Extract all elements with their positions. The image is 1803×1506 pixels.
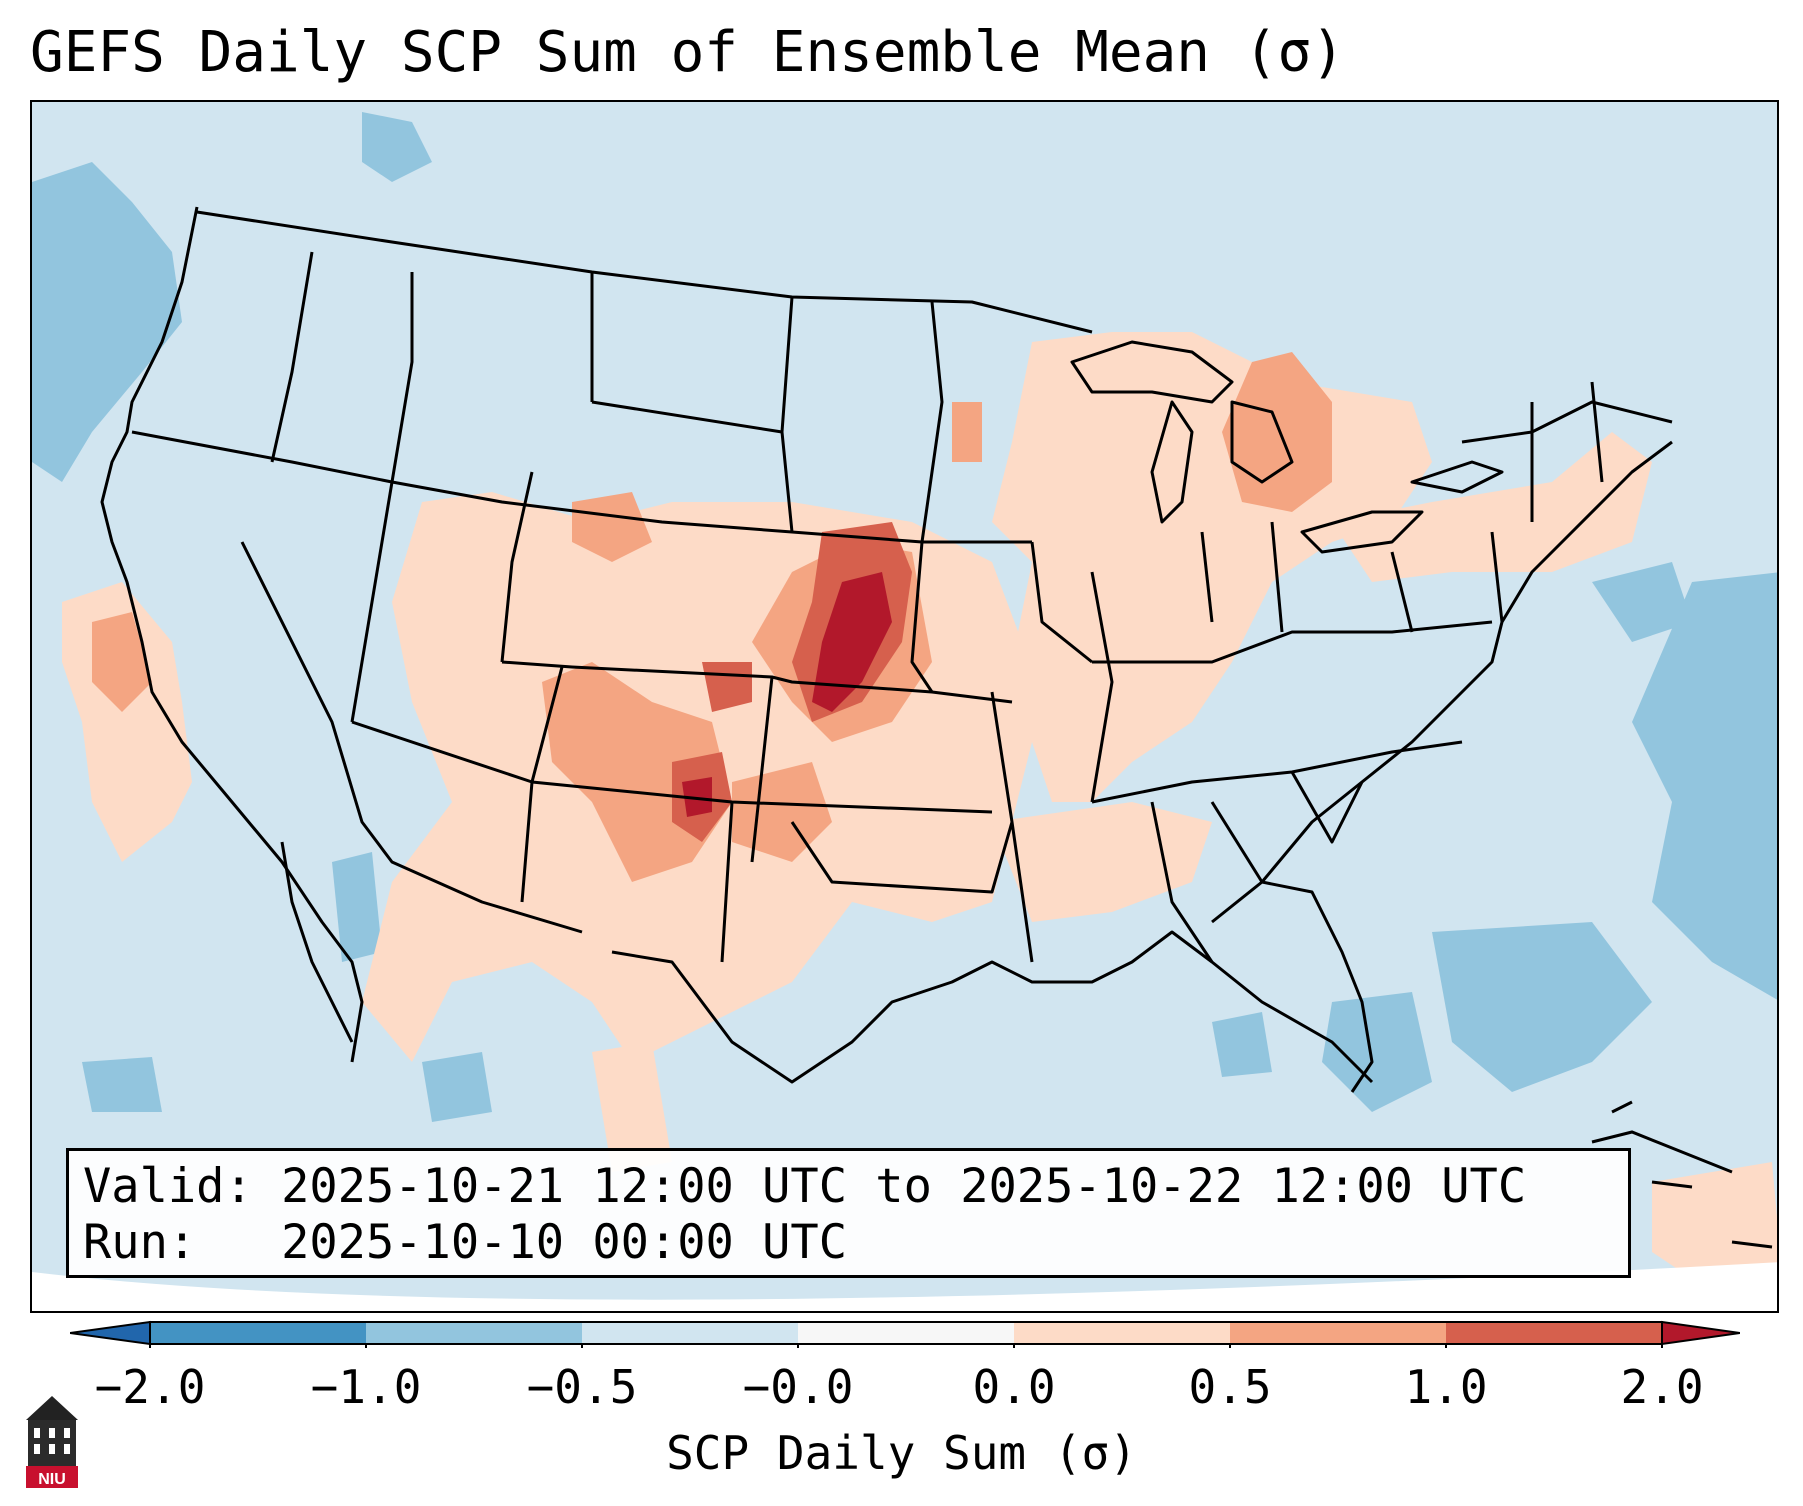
colorbar-segment (798, 1322, 1014, 1344)
colorbar-tick-label: −0.5 (526, 1360, 638, 1414)
colorbar-tick-label: 2.0 (1620, 1360, 1704, 1414)
map-canvas (32, 102, 1777, 1311)
colorbar-outline (149, 1321, 1663, 1345)
valid-time: Valid: 2025-10-21 12:00 UTC to 2025-10-2… (83, 1159, 1527, 1214)
projection-edge (32, 1262, 1777, 1311)
caribbean-islands (1591, 1100, 1773, 1249)
logo-text: NIU (38, 1471, 66, 1488)
colorbar-segment (1014, 1322, 1230, 1344)
validity-info-box: Valid: 2025-10-21 12:00 UTC to 2025-10-2… (66, 1148, 1631, 1278)
colorbar (70, 1320, 1740, 1348)
colorbar-under-arrow (70, 1320, 151, 1346)
colorbar-tick-label: −0.0 (742, 1360, 854, 1414)
colorbar-tick-label: −2.0 (94, 1360, 206, 1414)
colorbar-label: SCP Daily Sum (σ) (666, 1426, 1137, 1480)
colorbar-tick-label: 0.5 (1188, 1360, 1272, 1414)
colorbar-over-arrow (1661, 1320, 1740, 1346)
colorbar-segment (366, 1322, 582, 1344)
coastlines-and-borders (100, 206, 1673, 1093)
colorbar-segment (1446, 1322, 1662, 1344)
colorbar-tick-label: 1.0 (1404, 1360, 1488, 1414)
colorbar-tick-label: 0.0 (972, 1360, 1056, 1414)
colorbar-segment (150, 1322, 366, 1344)
map-panel (30, 100, 1779, 1313)
run-time: Run: 2025-10-10 00:00 UTC (83, 1215, 848, 1270)
map-title: GEFS Daily SCP Sum of Ensemble Mean (σ) (30, 20, 1345, 85)
colorbar-segment (1230, 1322, 1446, 1344)
university-tower-icon: NIU (26, 1396, 78, 1488)
colorbar-tick-label: −1.0 (310, 1360, 422, 1414)
colorbar-segment (582, 1322, 798, 1344)
colorbar-ticks (149, 1344, 1663, 1348)
negative-anomaly-regions (32, 112, 1777, 1122)
